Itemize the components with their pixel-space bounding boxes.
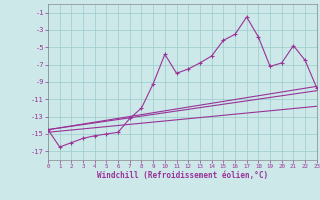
X-axis label: Windchill (Refroidissement éolien,°C): Windchill (Refroidissement éolien,°C) xyxy=(97,171,268,180)
